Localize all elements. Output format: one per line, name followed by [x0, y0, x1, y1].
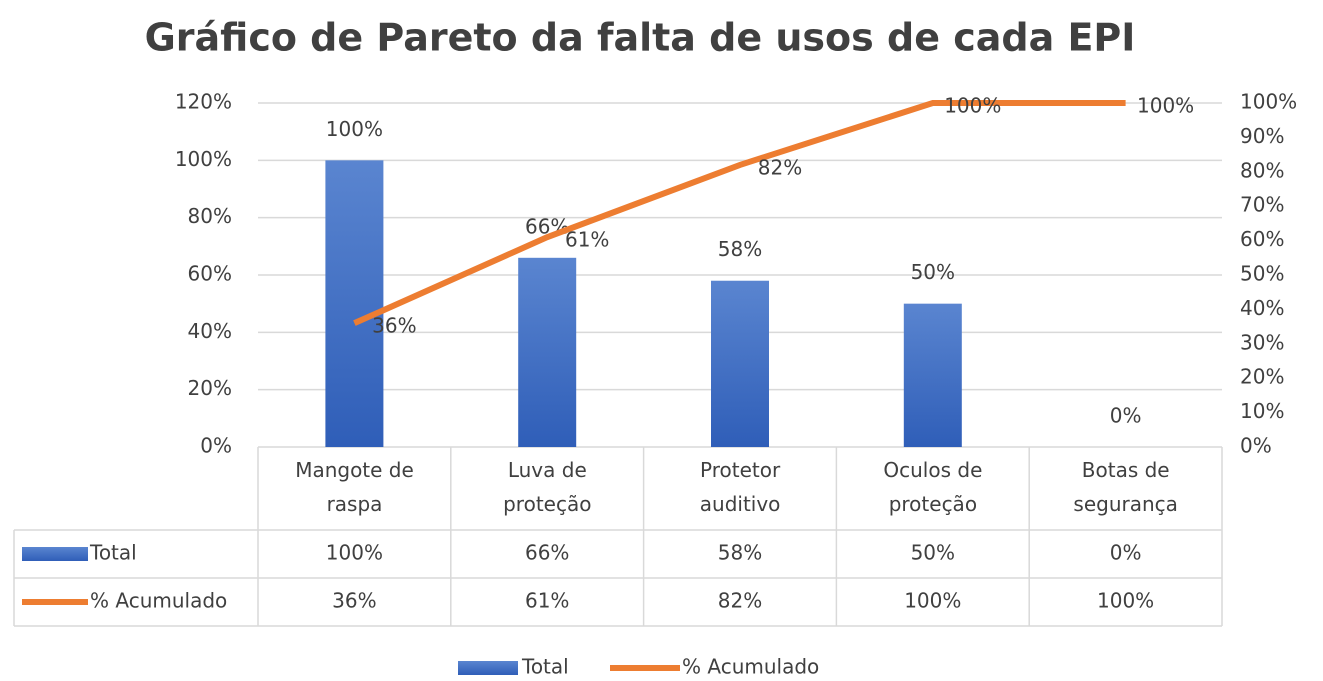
y2-tick-label: 50% [1240, 262, 1284, 286]
y2-tick-label: 70% [1240, 193, 1284, 217]
data-label: 36% [372, 314, 416, 338]
data-label: 61% [565, 228, 609, 252]
bar [711, 280, 769, 447]
table-cell: 61% [525, 589, 569, 613]
table-key [22, 547, 88, 561]
y2-tick-label: 10% [1240, 399, 1284, 423]
y2-tick-label: 100% [1240, 90, 1297, 114]
table-cell: 58% [718, 541, 762, 565]
table-cell: 36% [332, 589, 376, 613]
y-tick-label: 120% [175, 90, 232, 114]
x-tick-label: Botas de segurança [1073, 458, 1178, 516]
y-tick-label: 20% [188, 376, 232, 400]
x-tick-label: Luva de proteção [503, 458, 592, 516]
y-tick-label: 100% [175, 147, 232, 171]
y2-tick-label: 80% [1240, 158, 1284, 182]
legend-key [458, 661, 518, 675]
y-tick-label: 0% [200, 434, 232, 458]
table-cell: 50% [911, 541, 955, 565]
y-tick-label: 40% [188, 319, 232, 343]
y2-tick-label: 20% [1240, 365, 1284, 389]
bar [903, 303, 962, 447]
table-cell: 66% [525, 541, 569, 565]
y-tick-label: 80% [188, 204, 232, 228]
y-tick-label: 60% [188, 262, 232, 286]
table-cell: 0% [1110, 541, 1142, 565]
data-label: 50% [911, 260, 955, 284]
data-label: 100% [944, 94, 1001, 118]
y2-tick-label: 90% [1240, 124, 1284, 148]
y2-tick-label: 30% [1240, 330, 1284, 354]
legend-label: % Acumulado [682, 655, 819, 679]
data-label: 100% [326, 117, 383, 141]
data-label: 100% [1137, 94, 1194, 118]
legend-label: Total [521, 655, 569, 679]
data-label: 0% [1110, 404, 1142, 428]
table-cell: 100% [326, 541, 383, 565]
x-tick-label: Protetor auditivo [699, 458, 781, 516]
table-cell: 82% [718, 589, 762, 613]
data-label: 82% [758, 155, 802, 179]
table-row-header: % Acumulado [90, 589, 227, 613]
bar [518, 257, 577, 447]
bar [325, 160, 384, 448]
table-cell: 100% [1097, 589, 1154, 613]
table-row-header: Total [89, 541, 137, 565]
y2-tick-label: 60% [1240, 227, 1284, 251]
chart-title: Gráfico de Pareto da falta de usos de ca… [145, 16, 1136, 60]
data-label: 58% [718, 237, 762, 261]
y2-tick-label: 40% [1240, 296, 1284, 320]
line [353, 100, 1126, 326]
x-tick-label: Mangote de raspa [295, 458, 414, 516]
table-cell: 100% [904, 589, 961, 613]
y2-tick-label: 0% [1240, 434, 1272, 458]
x-tick-label: Oculos de proteção [883, 458, 983, 516]
